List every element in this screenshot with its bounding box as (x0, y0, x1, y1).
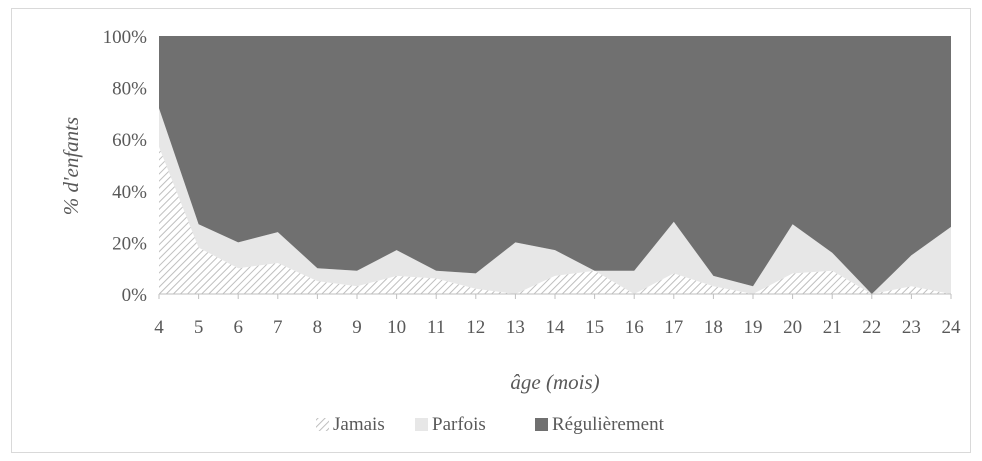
x-tick-label: 10 (387, 317, 406, 338)
legend: Jamais Parfois Régulièrement (316, 414, 665, 435)
x-tick-label: 11 (427, 317, 445, 338)
y-tick-label: 60% (112, 130, 147, 151)
y-tick-label: 40% (112, 182, 147, 203)
area-series-parfois (159, 108, 951, 294)
legend-swatch-régulièrement (535, 418, 548, 431)
legend-label-parfois: Parfois (432, 414, 486, 435)
area-series-jamais (159, 146, 951, 294)
x-tick-label: 20 (783, 317, 802, 338)
x-tick-label: 4 (154, 317, 164, 338)
x-tick-label: 15 (585, 317, 604, 338)
x-tick-label: 21 (823, 317, 842, 338)
x-axis-title: âge (mois) (510, 370, 599, 394)
y-tick-label: 80% (112, 79, 147, 100)
x-tick-label: 17 (664, 317, 683, 338)
y-axis-title: % d'enfants (59, 117, 83, 215)
legend-label-jamais: Jamais (333, 414, 385, 435)
legend-swatch-jamais (316, 418, 329, 431)
x-tick-label: 19 (744, 317, 763, 338)
y-tick-label: 100% (103, 27, 148, 48)
area-series-group (159, 36, 951, 294)
legend-swatch-parfois (415, 418, 428, 431)
x-tick-label: 18 (704, 317, 723, 338)
x-tick-label: 9 (352, 317, 362, 338)
legend-label-régulièrement: Régulièrement (552, 414, 665, 435)
x-tick-label: 14 (546, 317, 566, 338)
x-tick-label: 8 (313, 317, 323, 338)
y-tick-label: 20% (112, 233, 147, 254)
area-series-régulièrement (159, 36, 951, 294)
labels-group: % d'enfants âge (mois) (59, 117, 600, 394)
x-tick-label: 13 (506, 317, 525, 338)
x-tick-label: 5 (194, 317, 204, 338)
x-tick-label: 7 (273, 317, 283, 338)
axes-group: 4 5 6 7 8 9 10 11 12 13 14 15 16 17 18 19 20 21 22 23 24 0% 20… (103, 27, 961, 338)
x-tick-label: 22 (862, 317, 881, 338)
x-tick-label: 23 (902, 317, 921, 338)
x-tick-label: 16 (625, 317, 644, 338)
y-tick-label: 0% (122, 285, 148, 306)
x-tick-label: 12 (466, 317, 485, 338)
x-tick-label: 24 (942, 317, 962, 338)
x-tick-label: 6 (233, 317, 243, 338)
